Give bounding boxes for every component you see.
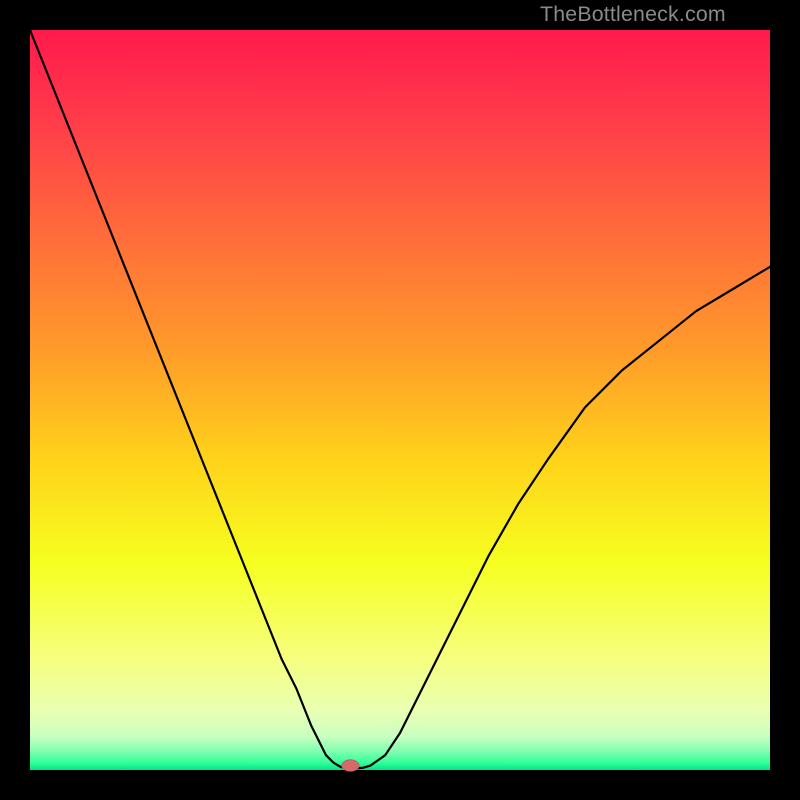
watermark-text: TheBottleneck.com	[540, 2, 726, 27]
plot-background	[30, 30, 770, 770]
bottleneck-chart	[0, 0, 800, 800]
image-frame: TheBottleneck.com	[0, 0, 800, 800]
minimum-marker	[342, 760, 360, 772]
